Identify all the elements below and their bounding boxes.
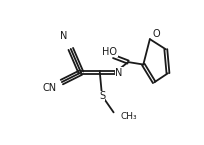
Text: S: S [99, 91, 105, 101]
Text: CH₃: CH₃ [120, 112, 137, 121]
Text: N: N [115, 68, 122, 77]
Text: HO: HO [102, 47, 118, 57]
Text: CN: CN [42, 83, 56, 93]
Text: O: O [153, 29, 160, 39]
Text: N: N [60, 31, 67, 40]
